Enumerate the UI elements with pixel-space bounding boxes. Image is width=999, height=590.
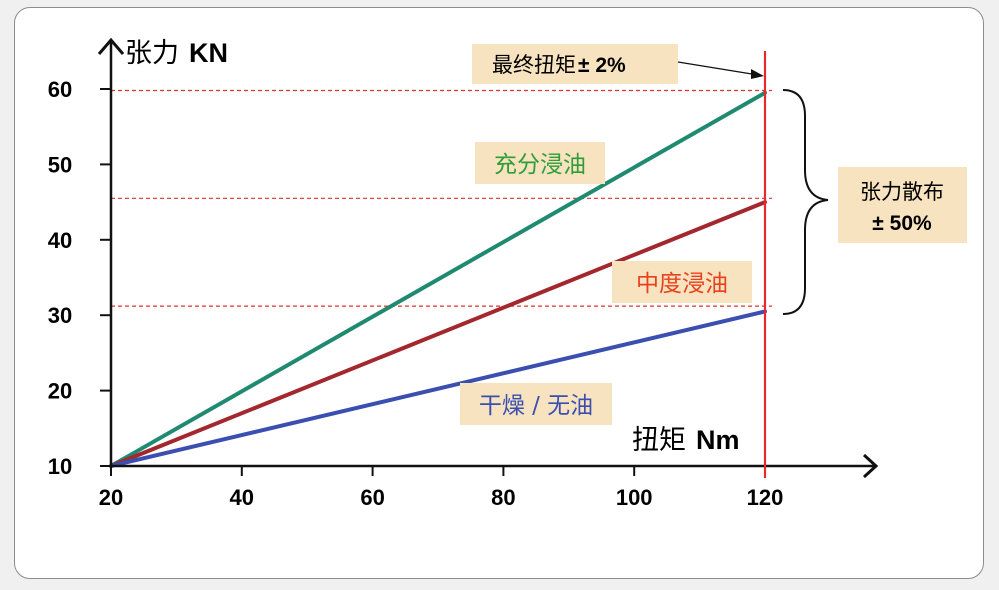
series-label-box-full-oil — [475, 142, 605, 184]
x-tick-label: 80 — [491, 485, 515, 510]
y-tick-label: 30 — [48, 303, 72, 328]
y-axis-arrowhead — [97, 37, 125, 55]
chart-panel — [14, 7, 984, 579]
series-line — [109, 200, 767, 468]
y-tick-label: 50 — [48, 152, 72, 177]
x-tick-label: 120 — [747, 485, 784, 510]
tension-scatter-label: 张力散布 — [860, 180, 944, 204]
series-line — [109, 90, 767, 468]
series-lines — [109, 90, 767, 468]
final-torque-pointer-line — [677, 61, 759, 76]
series-label-box-medium-oil — [612, 261, 752, 303]
y-tick-label: 20 — [48, 379, 72, 404]
tension-scatter-value: ± 50% — [872, 212, 932, 235]
x-tick-label: 60 — [360, 485, 384, 510]
series-line — [109, 309, 767, 468]
y-tick-label: 60 — [48, 77, 72, 102]
final-torque-label-box — [472, 44, 678, 84]
series-label-dry: 干燥 / 无油 — [479, 393, 593, 419]
reference-lines — [111, 89, 772, 307]
y-tick-label: 40 — [48, 228, 72, 253]
series-label-medium-oil: 中度浸油 — [636, 271, 728, 297]
final-torque-label: 最终扭矩± 2% — [492, 53, 626, 77]
x-tick-label: 40 — [230, 485, 254, 510]
y-tick-label: 10 — [48, 454, 72, 479]
y-axis-title: 张力 KN — [125, 38, 228, 69]
series-label-full-oil: 充分浸油 — [494, 152, 586, 178]
series-label-box-dry — [460, 383, 612, 425]
final-torque-pointer-arrowhead — [751, 69, 764, 79]
x-axis-title: 扭矩 Nm — [632, 425, 740, 456]
x-tick-label: 100 — [616, 485, 653, 510]
tension-scatter-label-box — [838, 167, 967, 243]
tension-scatter-brace — [782, 89, 829, 315]
x-tick-label: 20 — [99, 485, 123, 510]
axis-ticks: 10 20 30 40 50 60 20 40 60 80 100 120 — [48, 77, 784, 510]
x-axis-arrowhead — [862, 453, 879, 479]
